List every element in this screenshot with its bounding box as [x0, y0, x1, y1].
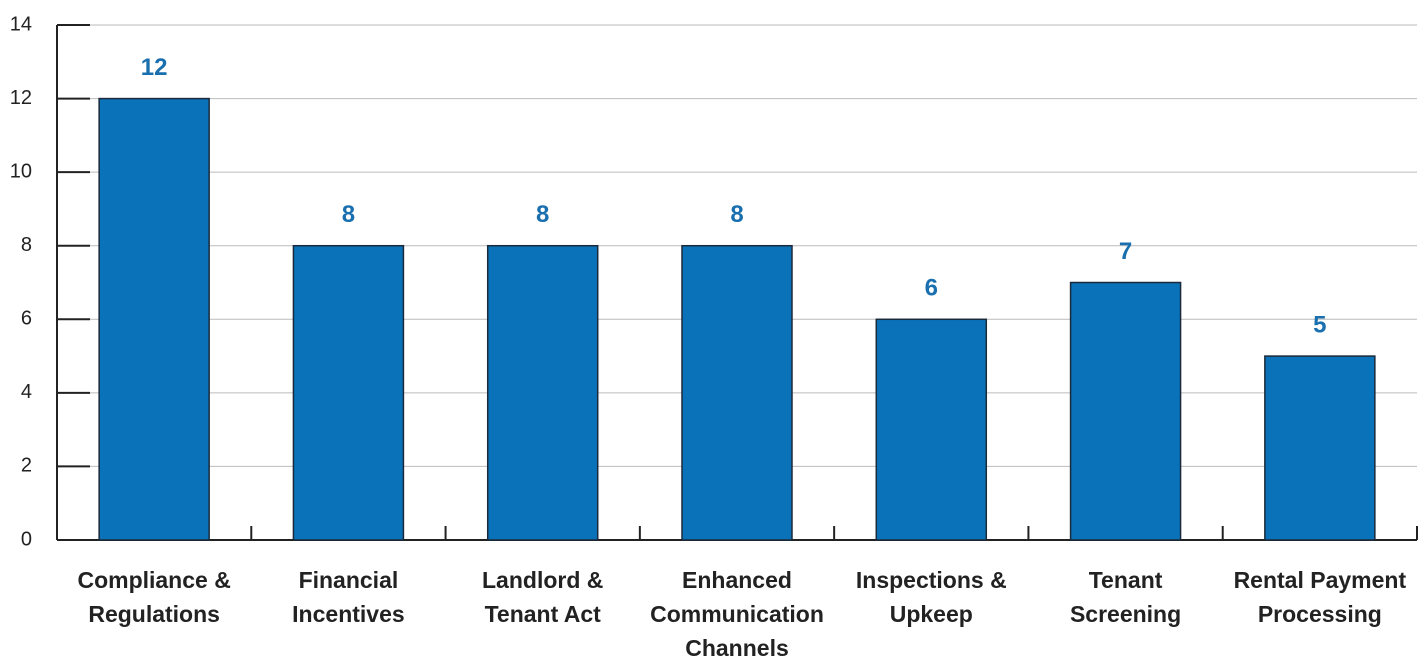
x-tick-label: Tenant Screening: [1069, 567, 1182, 627]
value-label: 6: [925, 275, 938, 302]
x-tick-label: Compliance & Regulations: [77, 567, 231, 627]
y-tick-label: 2: [21, 455, 32, 477]
value-label: 8: [342, 201, 355, 228]
bar: [292, 244, 405, 541]
value-label: 8: [730, 201, 743, 228]
y-tick-label: 6: [21, 308, 32, 330]
y-tick-label: 0: [21, 528, 32, 550]
value-label: 7: [1119, 238, 1132, 265]
x-tick-label: Enhanced Communication Channels: [650, 567, 824, 661]
value-label: 12: [141, 54, 168, 81]
x-tick-label: Landlord & Tenant Act: [482, 567, 604, 627]
y-tick-label: 14: [10, 13, 32, 35]
bar: [98, 97, 210, 541]
y-tick-label: 8: [21, 234, 32, 256]
bar: [1264, 355, 1376, 541]
value-label: 8: [536, 201, 549, 228]
y-tick-label: 4: [21, 381, 32, 403]
y-tick-label: 12: [10, 87, 32, 109]
bar: [486, 244, 599, 541]
y-tick-label: 10: [10, 160, 32, 182]
x-tick-label: Inspections & Upkeep: [855, 567, 1007, 627]
bar: [1069, 281, 1182, 541]
value-label: 5: [1313, 311, 1326, 338]
bar: [875, 318, 988, 541]
bar: [681, 244, 793, 541]
x-tick-label: Rental Payment Processing: [1233, 567, 1407, 627]
x-tick-label: Financial Incentives: [292, 567, 405, 627]
